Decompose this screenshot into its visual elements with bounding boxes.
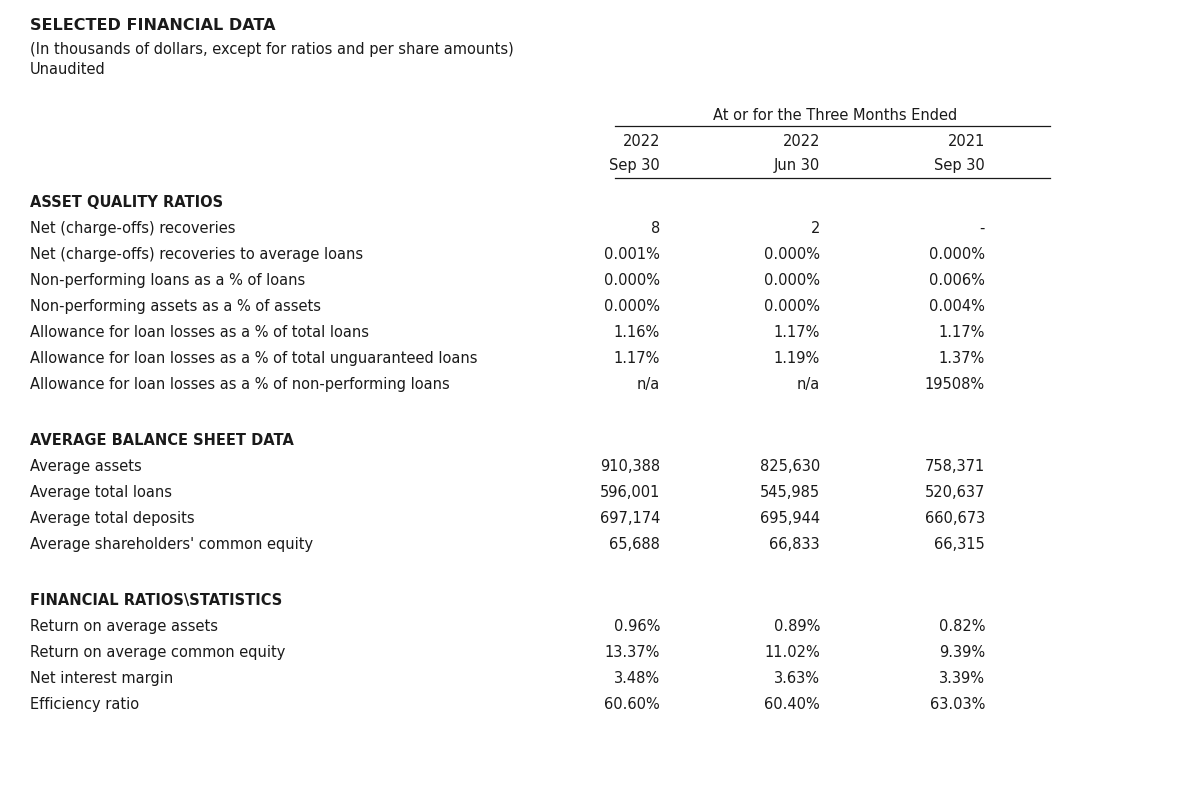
Text: 0.000%: 0.000% — [604, 273, 660, 288]
Text: 2022: 2022 — [782, 134, 820, 149]
Text: Sep 30: Sep 30 — [934, 158, 985, 173]
Text: Non-performing assets as a % of assets: Non-performing assets as a % of assets — [30, 299, 321, 314]
Text: 0.000%: 0.000% — [764, 247, 820, 262]
Text: 63.03%: 63.03% — [930, 697, 985, 712]
Text: 1.17%: 1.17% — [938, 325, 985, 340]
Text: 66,315: 66,315 — [934, 537, 985, 552]
Text: 0.82%: 0.82% — [938, 619, 985, 634]
Text: 0.000%: 0.000% — [764, 273, 820, 288]
Text: ASSET QUALITY RATIOS: ASSET QUALITY RATIOS — [30, 195, 223, 210]
Text: 758,371: 758,371 — [924, 459, 985, 474]
Text: 66,833: 66,833 — [769, 537, 820, 552]
Text: 13.37%: 13.37% — [604, 645, 660, 660]
Text: Allowance for loan losses as a % of total unguaranteed loans: Allowance for loan losses as a % of tota… — [30, 351, 478, 366]
Text: 660,673: 660,673 — [924, 511, 985, 526]
Text: 545,985: 545,985 — [759, 485, 820, 500]
Text: 1.16%: 1.16% — [614, 325, 660, 340]
Text: 1.17%: 1.17% — [614, 351, 660, 366]
Text: Sep 30: Sep 30 — [609, 158, 660, 173]
Text: Non-performing loans as a % of loans: Non-performing loans as a % of loans — [30, 273, 306, 288]
Text: Allowance for loan losses as a % of non-performing loans: Allowance for loan losses as a % of non-… — [30, 377, 450, 392]
Text: 3.39%: 3.39% — [938, 671, 985, 686]
Text: 1.17%: 1.17% — [774, 325, 820, 340]
Text: Net (charge-offs) recoveries: Net (charge-offs) recoveries — [30, 221, 235, 236]
Text: 2021: 2021 — [948, 134, 985, 149]
Text: Jun 30: Jun 30 — [774, 158, 820, 173]
Text: -: - — [979, 221, 985, 236]
Text: Unaudited: Unaudited — [30, 62, 106, 77]
Text: 60.40%: 60.40% — [764, 697, 820, 712]
Text: Net (charge-offs) recoveries to average loans: Net (charge-offs) recoveries to average … — [30, 247, 363, 262]
Text: 910,388: 910,388 — [599, 459, 660, 474]
Text: 520,637: 520,637 — [924, 485, 985, 500]
Text: 9.39%: 9.39% — [938, 645, 985, 660]
Text: 3.63%: 3.63% — [774, 671, 820, 686]
Text: 825,630: 825,630 — [759, 459, 820, 474]
Text: Return on average common equity: Return on average common equity — [30, 645, 285, 660]
Text: 3.48%: 3.48% — [614, 671, 660, 686]
Text: 2: 2 — [811, 221, 820, 236]
Text: Average total deposits: Average total deposits — [30, 511, 195, 526]
Text: (In thousands of dollars, except for ratios and per share amounts): (In thousands of dollars, except for rat… — [30, 42, 513, 57]
Text: n/a: n/a — [796, 377, 820, 392]
Text: Return on average assets: Return on average assets — [30, 619, 219, 634]
Text: 0.89%: 0.89% — [774, 619, 820, 634]
Text: 0.000%: 0.000% — [929, 247, 985, 262]
Text: Efficiency ratio: Efficiency ratio — [30, 697, 140, 712]
Text: SELECTED FINANCIAL DATA: SELECTED FINANCIAL DATA — [30, 18, 276, 33]
Text: 596,001: 596,001 — [599, 485, 660, 500]
Text: Net interest margin: Net interest margin — [30, 671, 173, 686]
Text: 697,174: 697,174 — [599, 511, 660, 526]
Text: 0.006%: 0.006% — [929, 273, 985, 288]
Text: Average shareholders' common equity: Average shareholders' common equity — [30, 537, 313, 552]
Text: 19508%: 19508% — [925, 377, 985, 392]
Text: 8: 8 — [651, 221, 660, 236]
Text: n/a: n/a — [636, 377, 660, 392]
Text: Allowance for loan losses as a % of total loans: Allowance for loan losses as a % of tota… — [30, 325, 369, 340]
Text: 1.37%: 1.37% — [938, 351, 985, 366]
Text: AVERAGE BALANCE SHEET DATA: AVERAGE BALANCE SHEET DATA — [30, 433, 294, 448]
Text: 695,944: 695,944 — [759, 511, 820, 526]
Text: 0.004%: 0.004% — [929, 299, 985, 314]
Text: 65,688: 65,688 — [609, 537, 660, 552]
Text: At or for the Three Months Ended: At or for the Three Months Ended — [713, 108, 958, 123]
Text: 0.000%: 0.000% — [764, 299, 820, 314]
Text: 1.19%: 1.19% — [774, 351, 820, 366]
Text: 60.60%: 60.60% — [604, 697, 660, 712]
Text: Average assets: Average assets — [30, 459, 142, 474]
Text: 11.02%: 11.02% — [764, 645, 820, 660]
Text: 0.96%: 0.96% — [614, 619, 660, 634]
Text: 0.001%: 0.001% — [604, 247, 660, 262]
Text: Average total loans: Average total loans — [30, 485, 172, 500]
Text: FINANCIAL RATIOS\STATISTICS: FINANCIAL RATIOS\STATISTICS — [30, 593, 282, 608]
Text: 2022: 2022 — [622, 134, 660, 149]
Text: 0.000%: 0.000% — [604, 299, 660, 314]
